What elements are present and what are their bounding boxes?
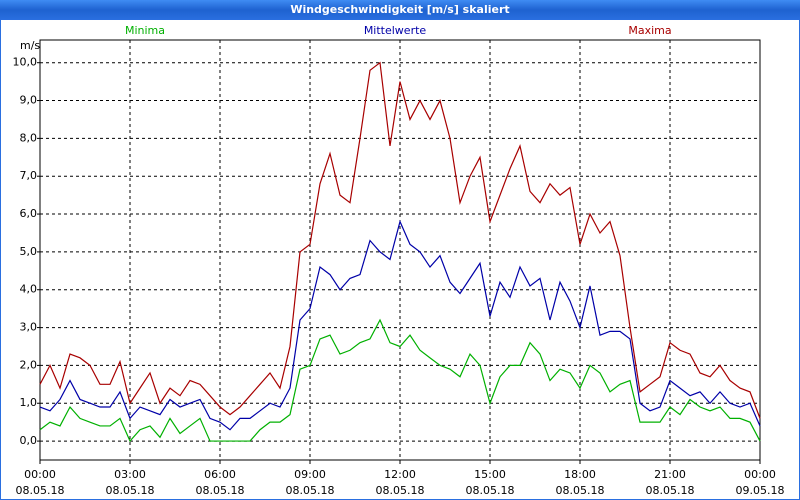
y-axis-label: m/s xyxy=(20,39,40,52)
x-tick-label-line: 03:00 xyxy=(114,468,146,481)
x-tick-label: 09:00 08.05.18 xyxy=(286,468,335,497)
x-tick-label-line: 08.05.18 xyxy=(466,484,515,497)
x-tick-label-line: 12:00 xyxy=(384,468,416,481)
legend-entry: Maxima xyxy=(628,24,671,37)
x-tick-label-line: 08.05.18 xyxy=(16,484,65,497)
y-tick-label: 6,0 xyxy=(20,207,38,220)
y-tick-label: 5,0 xyxy=(20,245,38,258)
y-tick-label: 7,0 xyxy=(20,169,38,182)
x-tick-label-line: 00:00 xyxy=(24,468,56,481)
title-bar xyxy=(0,0,800,20)
series-line xyxy=(39,219,761,431)
y-tick-label: 2,0 xyxy=(20,358,38,371)
x-tick-label: 06:00 08.05.18 xyxy=(196,468,245,497)
x-tick-label-line: 08.05.18 xyxy=(646,484,695,497)
legend-entry: Mittelwerte xyxy=(364,24,427,37)
x-tick-label-line: 08.05.18 xyxy=(106,484,155,497)
x-tick-label-line: 09:00 xyxy=(294,468,326,481)
x-tick-label-line: 09.05.18 xyxy=(736,484,785,497)
x-tick-label: 03:00 08.05.18 xyxy=(106,468,155,497)
x-tick-label: 00:00 09.05.18 xyxy=(736,468,785,497)
y-tick-label: 3,0 xyxy=(20,321,38,334)
x-tick-label-line: 21:00 xyxy=(654,468,686,481)
y-tick-label: 9,0 xyxy=(20,94,38,107)
series-line xyxy=(39,318,761,443)
legend-entry: Minima xyxy=(125,24,165,37)
x-tick-label-line: 08.05.18 xyxy=(286,484,335,497)
x-tick-label-line: 15:00 xyxy=(474,468,506,481)
y-tick-label: 10,0 xyxy=(13,56,38,69)
x-tick-label-line: 06:00 xyxy=(204,468,236,481)
y-tick-label: 1,0 xyxy=(20,396,38,409)
x-tick-label: 15:00 08.05.18 xyxy=(466,468,515,497)
x-tick-label: 18:00 08.05.18 xyxy=(556,468,605,497)
series-line xyxy=(39,61,761,419)
x-tick-label-line: 00:00 xyxy=(744,468,776,481)
chart-title: Windgeschwindigkeit [m/s] skaliert xyxy=(290,3,509,16)
x-tick-label-line: 18:00 xyxy=(564,468,596,481)
x-tick-label: 00:00 08.05.18 xyxy=(16,468,65,497)
y-tick-label: 4,0 xyxy=(20,283,38,296)
x-tick-label: 12:00 08.05.18 xyxy=(376,468,425,497)
y-tick-label: 0,0 xyxy=(20,434,38,447)
x-tick-label: 21:00 08.05.18 xyxy=(646,468,695,497)
x-tick-label-line: 08.05.18 xyxy=(196,484,245,497)
y-tick-label: 8,0 xyxy=(20,131,38,144)
x-tick-label-line: 08.05.18 xyxy=(556,484,605,497)
x-tick-label-line: 08.05.18 xyxy=(376,484,425,497)
